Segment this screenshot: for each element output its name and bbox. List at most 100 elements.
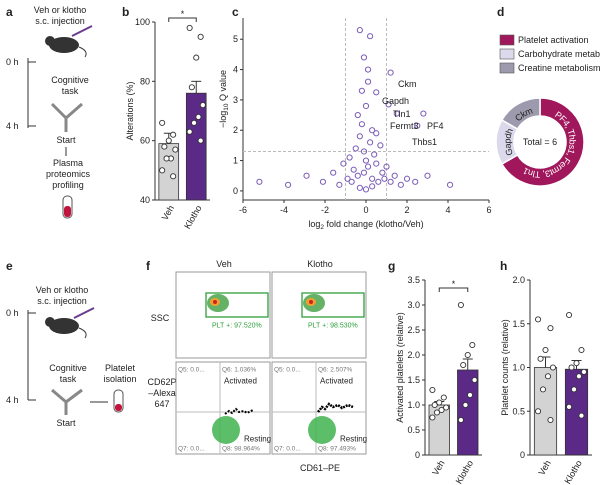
label-part: fold change (klotho/Veh) bbox=[324, 219, 424, 229]
step-text: Plasma bbox=[53, 158, 83, 168]
data-point bbox=[362, 157, 370, 164]
data-point bbox=[285, 181, 292, 188]
step-text: Platelet bbox=[105, 363, 136, 373]
data-point bbox=[573, 360, 580, 367]
data-point bbox=[367, 33, 374, 40]
quadrant-label: Q6: 1.036% bbox=[222, 367, 257, 374]
x-tick-label: -6 bbox=[239, 205, 247, 215]
data-point bbox=[346, 154, 353, 161]
label-part: log bbox=[308, 219, 320, 229]
x-tick-label: 2 bbox=[404, 205, 409, 215]
panel-label: f bbox=[146, 259, 151, 273]
data-point bbox=[170, 131, 177, 138]
data-point bbox=[356, 133, 363, 140]
y-axis-label: Activated platelets (relative) bbox=[395, 312, 405, 423]
step-text: Cognitive bbox=[51, 75, 89, 85]
legend-swatch bbox=[499, 48, 515, 60]
data-point bbox=[362, 102, 370, 110]
data-point bbox=[431, 401, 438, 409]
pie-segment bbox=[500, 97, 541, 131]
data-point bbox=[403, 175, 411, 182]
y-tick-label: 4 bbox=[233, 65, 238, 75]
data-point bbox=[360, 54, 368, 61]
data-point bbox=[535, 316, 542, 323]
step-text: isolation bbox=[103, 374, 136, 384]
column-label: Klotho bbox=[307, 259, 333, 269]
data-point bbox=[537, 355, 544, 362]
time-label: 4 h bbox=[6, 121, 19, 131]
x-axis-label: log2 fold change (klotho/Veh) bbox=[308, 219, 423, 231]
data-point bbox=[429, 386, 436, 394]
y-tick-label: 40 bbox=[140, 195, 150, 205]
data-point bbox=[369, 183, 376, 190]
data-point bbox=[373, 130, 380, 137]
data-point bbox=[443, 404, 450, 411]
data-point bbox=[566, 311, 573, 319]
y-tick-label: 100 bbox=[135, 17, 150, 27]
data-point bbox=[170, 173, 177, 180]
y-tick-label: 0 bbox=[520, 450, 525, 460]
data-point bbox=[570, 386, 578, 393]
population-label: Activated bbox=[320, 377, 353, 386]
data-point bbox=[566, 403, 573, 410]
y-tick-label: 2.0 bbox=[407, 350, 420, 360]
data-point bbox=[340, 160, 347, 167]
plot-frames bbox=[175, 271, 367, 455]
y-tick-label: 1 bbox=[233, 156, 238, 166]
tube-icon bbox=[113, 389, 124, 413]
data-point bbox=[319, 178, 327, 185]
gate bbox=[301, 292, 365, 318]
data-point bbox=[336, 181, 343, 188]
axis-label: CD61–PE bbox=[300, 463, 340, 473]
x-tick-label: 4 bbox=[445, 205, 450, 215]
bar bbox=[185, 92, 207, 201]
data-point bbox=[433, 409, 441, 416]
panel-label: e bbox=[6, 259, 13, 273]
data-point bbox=[362, 186, 370, 193]
step-text: proteomics bbox=[46, 169, 91, 179]
x-tick-label: Klotho bbox=[182, 204, 203, 231]
quadrant-label: Q7: 0.0... bbox=[178, 446, 205, 453]
panel-label: g bbox=[388, 259, 395, 273]
y-maze bbox=[50, 102, 83, 132]
y-tick-label: 2.0 bbox=[512, 275, 525, 285]
data-point bbox=[544, 373, 552, 380]
data-point bbox=[457, 416, 464, 424]
data-point bbox=[352, 145, 359, 152]
gate bbox=[205, 292, 269, 318]
data-point bbox=[199, 102, 206, 109]
row-label: –Alexa bbox=[148, 388, 176, 398]
y-tick-label: 2.5 bbox=[407, 325, 420, 335]
data-point bbox=[373, 89, 380, 96]
point-annotation: Ckm bbox=[398, 79, 417, 89]
y-tick-label: 0 bbox=[233, 186, 238, 196]
legend-swatch bbox=[499, 34, 515, 46]
row-label: CD62P bbox=[147, 377, 176, 387]
data-point bbox=[387, 178, 394, 185]
data-point bbox=[547, 416, 554, 424]
data-point bbox=[535, 408, 542, 415]
data-point bbox=[446, 181, 454, 188]
quadrant-label: Q7: 0.0... bbox=[274, 446, 301, 453]
population-label: Resting bbox=[340, 435, 367, 444]
x-tick-label: -2 bbox=[321, 205, 329, 215]
data-point bbox=[381, 175, 388, 182]
point-annotation: PF4 bbox=[427, 121, 444, 131]
y-axis-label: Platelet counts (relative) bbox=[500, 319, 510, 416]
data-point bbox=[354, 111, 361, 119]
data-point bbox=[188, 84, 195, 91]
data-point bbox=[466, 391, 474, 399]
y-maze bbox=[51, 388, 83, 415]
data-point bbox=[364, 163, 372, 170]
x-tick-label: Veh bbox=[160, 204, 176, 222]
x-tick-label: Veh bbox=[430, 459, 446, 477]
step-text: Veh or klotho bbox=[34, 5, 87, 15]
data-point bbox=[172, 146, 179, 153]
legend-swatch bbox=[499, 62, 515, 74]
label-subscript: 10 bbox=[223, 103, 230, 111]
data-point bbox=[371, 151, 378, 158]
point-annotation: Tln1 bbox=[393, 109, 411, 119]
step-text: s.c. injection bbox=[37, 296, 87, 306]
data-point bbox=[330, 169, 337, 176]
data-point bbox=[360, 148, 368, 155]
